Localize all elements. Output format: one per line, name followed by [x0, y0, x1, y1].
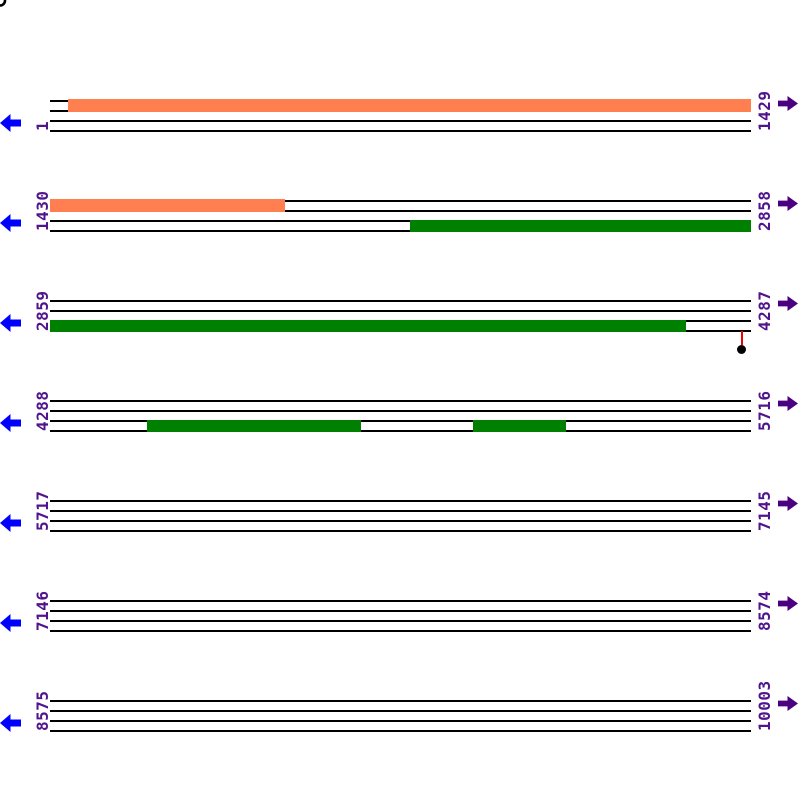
arrow-left-icon — [0, 614, 21, 632]
frame-line — [50, 130, 751, 132]
scroll-right-button[interactable] — [778, 696, 798, 711]
frame-line — [50, 610, 751, 612]
arrow-right-icon — [778, 96, 798, 111]
sequence-row: 4288 5716 — [0, 390, 800, 500]
sequence-row: 8575 10003 — [0, 680, 800, 800]
row-end-coordinate: 1429 — [755, 90, 774, 131]
arrow-right-icon — [778, 196, 798, 211]
sequence-row: 2859 4287 — [0, 290, 800, 400]
row-start-coordinate: 4288 — [33, 390, 52, 431]
arrow-left-icon — [0, 414, 21, 432]
row-start-coordinate: 1430 — [33, 190, 52, 231]
row-end-coordinate: 5716 — [755, 390, 774, 431]
frame-line — [50, 430, 751, 432]
orf-bar-reverse[interactable] — [146, 419, 362, 432]
row-end-coordinate: 7145 — [755, 490, 774, 531]
frame-line — [50, 210, 751, 212]
row-start-coordinate: 2859 — [33, 290, 52, 331]
frame-line — [50, 530, 751, 532]
arrow-right-icon — [778, 396, 798, 411]
corner-arc-mark — [0, 0, 7, 7]
frame-line — [50, 220, 751, 222]
sequence-row: 5717 7145 — [0, 490, 800, 600]
arrow-left-icon — [0, 214, 21, 232]
sequence-row: 7146 8574 — [0, 590, 800, 700]
frame-line — [50, 230, 751, 232]
scroll-right-button[interactable] — [778, 96, 798, 111]
frame-line — [50, 720, 751, 722]
frame-line — [50, 710, 751, 712]
scroll-right-button[interactable] — [778, 196, 798, 211]
scroll-left-button[interactable] — [0, 314, 21, 332]
frame-line — [50, 620, 751, 622]
arrow-left-icon — [0, 114, 21, 132]
scroll-left-button[interactable] — [0, 514, 21, 532]
frame-line — [50, 600, 751, 602]
arrow-right-icon — [778, 696, 798, 711]
row-start-coordinate: 5717 — [33, 490, 52, 531]
scroll-right-button[interactable] — [778, 296, 798, 311]
row-end-coordinate: 8574 — [755, 590, 774, 631]
frame-line — [50, 630, 751, 632]
arrow-right-icon — [778, 296, 798, 311]
scroll-left-button[interactable] — [0, 714, 21, 732]
frame-line — [50, 500, 751, 502]
scroll-left-button[interactable] — [0, 614, 21, 632]
arrow-left-icon — [0, 714, 21, 732]
row-start-coordinate: 7146 — [33, 590, 52, 631]
row-end-coordinate: 2858 — [755, 190, 774, 231]
orf-bar-forward[interactable] — [50, 199, 285, 212]
frame-line — [50, 420, 751, 422]
lollipop-marker-icon[interactable] — [737, 344, 747, 354]
orf-bar-reverse[interactable] — [410, 219, 751, 232]
sequence-row: 1430 2858 — [0, 190, 800, 300]
frame-line — [50, 510, 751, 512]
frame-line — [50, 200, 751, 202]
row-start-coordinate: 8575 — [33, 690, 52, 731]
lollipop-marker-stem — [740, 331, 743, 345]
arrow-right-icon — [778, 496, 798, 511]
frame-line — [50, 520, 751, 522]
scroll-left-button[interactable] — [0, 414, 21, 432]
orf-bar-reverse[interactable] — [50, 319, 686, 332]
frame-line — [50, 410, 751, 412]
row-end-coordinate: 10003 — [755, 680, 774, 731]
row-start-coordinate: 1 — [33, 120, 52, 131]
frame-line — [50, 400, 751, 402]
frame-line — [50, 120, 751, 122]
scroll-right-button[interactable] — [778, 396, 798, 411]
frame-line — [50, 300, 751, 302]
scroll-right-button[interactable] — [778, 496, 798, 511]
scroll-left-button[interactable] — [0, 114, 21, 132]
arrow-right-icon — [778, 596, 798, 611]
frame-line — [50, 730, 751, 732]
orf-bar-forward[interactable] — [68, 99, 751, 112]
arrow-left-icon — [0, 314, 21, 332]
scroll-left-button[interactable] — [0, 214, 21, 232]
frame-line — [50, 310, 751, 312]
sequence-row: 1 1429 — [0, 90, 800, 200]
arrow-left-icon — [0, 514, 21, 532]
orf-bar-reverse[interactable] — [472, 419, 566, 432]
scroll-right-button[interactable] — [778, 596, 798, 611]
frame-line — [50, 700, 751, 702]
row-end-coordinate: 4287 — [755, 290, 774, 331]
